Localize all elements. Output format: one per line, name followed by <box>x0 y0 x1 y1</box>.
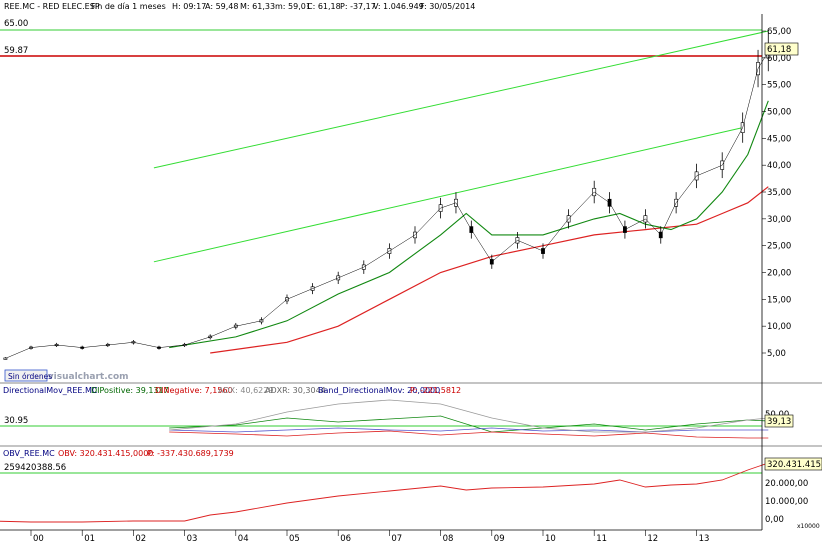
price-tick-label: 15,00 <box>767 295 791 305</box>
dmi-adxr: ADXR: 30,3044 <box>265 386 326 395</box>
header-change: P: -37,17 <box>340 2 376 11</box>
header-date: F: 30/05/2014 <box>420 2 475 11</box>
left-label-59-87: 59.87 <box>4 46 28 56</box>
price-tick-label: 25,00 <box>767 242 791 252</box>
price-candle <box>3 357 8 360</box>
dmi-band: Band_DirectionalMov: 20,0000 <box>318 386 440 395</box>
price-tick-label: 30,00 <box>767 215 791 225</box>
obv-last-box <box>764 457 822 471</box>
price-tick-label: 35,00 <box>767 188 791 198</box>
chart-background <box>0 0 762 543</box>
obv-title: OBV_REE.MC <box>3 449 55 458</box>
orders-button[interactable] <box>4 369 48 382</box>
sma-short-line <box>169 100 769 349</box>
price-tick-label: 5,00 <box>767 349 786 359</box>
obv-series <box>0 462 769 523</box>
watermark: www.visualchart.com <box>20 372 129 382</box>
x-tick-label: 13 <box>699 534 710 543</box>
x-tick-label: 09 <box>494 534 505 543</box>
x-tick-label: 10 <box>545 534 556 543</box>
channel-lines <box>153 30 769 263</box>
x-tick-label: 03 <box>187 534 198 543</box>
price-tick-label: 40,00 <box>767 161 791 171</box>
dmi-series-3 <box>169 399 769 433</box>
x-tick-label: 12 <box>647 534 658 543</box>
sma-short <box>169 100 769 349</box>
x-tick-label: 04 <box>238 534 249 543</box>
axis-background <box>762 0 822 543</box>
dmi-adx: ADX: 40,6229 <box>218 386 273 395</box>
obv-value: OBV: 320.431.415,0000 <box>58 449 153 458</box>
obv-last: 320.431.415,0000 <box>767 460 822 470</box>
x-tick-label: 11 <box>596 534 607 543</box>
obv-axis-0: 0,00 <box>765 515 784 525</box>
header-high: H: 09:17 <box>172 2 206 11</box>
dmi-dip: DIPositive: 39,1317 <box>91 386 169 395</box>
header-min: m: 59,01 <box>275 2 311 11</box>
dmi-title: DirectionalMov_REE.MC <box>3 386 98 395</box>
dmi-p: P: -221,5812 <box>410 386 461 395</box>
obv-axis-10000: 10.000,00 <box>765 497 808 507</box>
dmi-din: DINegative: 7,1560 <box>155 386 233 395</box>
dmi-last: 39,13 <box>767 417 791 427</box>
last-price: 61,18 <box>767 45 791 55</box>
obv-unit: x10000 <box>797 523 820 530</box>
x-tick-label: 00 <box>33 534 44 543</box>
dmi-last-box <box>764 414 794 428</box>
header-period: Fin de día 1 meses <box>91 2 166 11</box>
price-tick-label: 60,00 <box>767 54 791 64</box>
dmi-left-label: 30.95 <box>4 416 28 426</box>
x-tick-label: 06 <box>340 534 351 543</box>
header-volume: V: 1.046.949 <box>373 2 424 11</box>
header-open: A: 59,48 <box>205 2 238 11</box>
obv-p: P: -337.430.689,1739 <box>147 449 234 458</box>
channel-upper-line <box>153 30 769 169</box>
obv-left-label: 259420388.56 <box>4 463 66 473</box>
left-label-65: 65.00 <box>4 19 28 29</box>
price-tick-label: 55,00 <box>767 81 791 91</box>
header-max: M: 61,33 <box>240 2 275 11</box>
x-tick-label: 08 <box>443 534 454 543</box>
price-tick-label: 10,00 <box>767 322 791 332</box>
price-axis: 65,00 60,00 55,00 50,00 45,00 40,00 35,00 30,00… <box>762 27 791 359</box>
x-tick-label: 07 <box>391 534 402 543</box>
obv-line <box>0 462 769 523</box>
header-close: C: 61,18 <box>307 2 341 11</box>
price-tick-label: 65,00 <box>767 27 791 37</box>
last-price-box <box>764 42 799 56</box>
x-tick-label: 05 <box>289 534 300 543</box>
price-path <box>5 51 769 359</box>
x-tick-label: 02 <box>135 534 146 543</box>
dmi-series-1 <box>169 430 769 439</box>
x-axis: 990001020304050607080910111213 <box>30 530 710 543</box>
x-tick-label: 01 <box>84 534 95 543</box>
header-ticker: REE.MC - RED ELEC.ESP <box>4 2 100 11</box>
dmi-lines <box>169 399 769 439</box>
dmi-series-2 <box>169 427 769 433</box>
price-tick-label: 50,00 <box>767 108 791 118</box>
obv-axis-20000: 20.000,00 <box>765 479 808 489</box>
channel-lower-line <box>153 127 743 263</box>
price-tick-label: 20,00 <box>767 269 791 279</box>
orders-button-label: Sin órdenes <box>8 372 52 381</box>
price-series <box>3 31 771 360</box>
price-tick-label: 45,00 <box>767 134 791 144</box>
